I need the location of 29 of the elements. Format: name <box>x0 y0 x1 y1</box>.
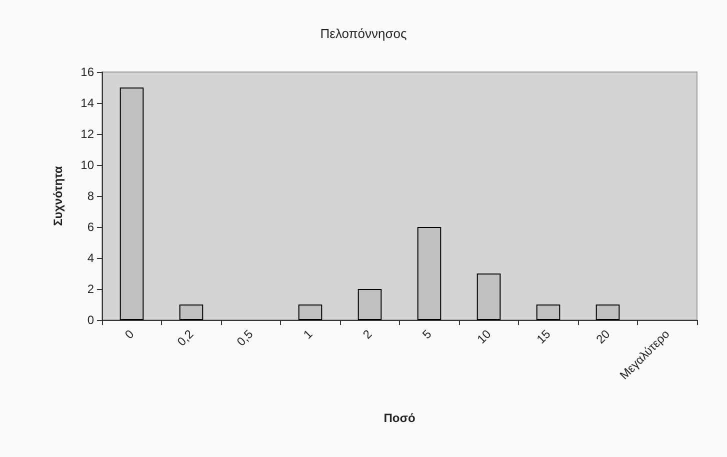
x-tick-label: 0,5 <box>234 326 256 349</box>
x-tick-label: 2 <box>360 326 375 342</box>
x-tick-label: 15 <box>534 326 554 346</box>
x-tick-label: 1 <box>300 326 316 342</box>
x-tick-label: 10 <box>474 326 494 346</box>
y-tick-label: 4 <box>87 251 94 265</box>
x-tick-label: 0 <box>122 326 137 342</box>
y-tick-label: 0 <box>87 313 94 327</box>
x-axis-title: Ποσό <box>384 411 416 425</box>
y-axis-title: Συχνότητα <box>51 165 65 226</box>
y-tick-label: 10 <box>80 158 94 172</box>
y-tick-label: 2 <box>87 282 94 296</box>
y-tick-label: 6 <box>87 220 94 234</box>
bar <box>417 227 442 320</box>
bar <box>476 274 501 320</box>
bar <box>179 304 204 320</box>
y-tick-label: 12 <box>80 127 94 141</box>
bar <box>358 289 382 320</box>
bar <box>596 304 620 320</box>
x-tick-label: 20 <box>593 326 613 346</box>
x-tick-label: 5 <box>420 326 434 342</box>
bar <box>298 304 322 320</box>
y-tick-label: 8 <box>87 189 94 203</box>
y-tick-label: 16 <box>80 65 94 79</box>
bar <box>120 88 144 320</box>
x-tick-label: 0,2 <box>174 326 196 349</box>
bar <box>536 304 560 320</box>
chart-title: Πελοπόννησος <box>320 26 407 41</box>
y-tick-label: 14 <box>80 96 94 110</box>
